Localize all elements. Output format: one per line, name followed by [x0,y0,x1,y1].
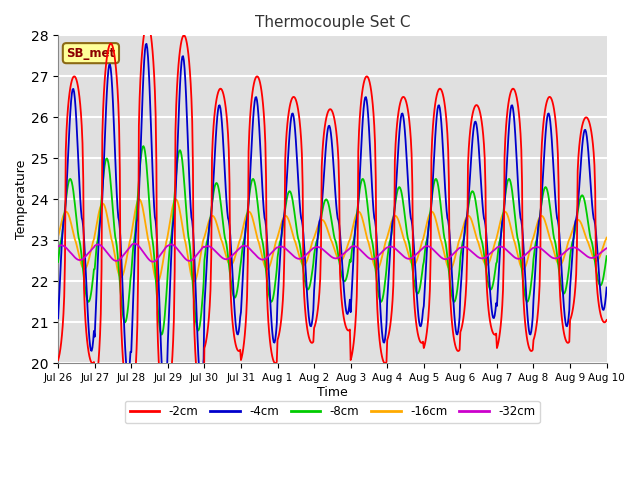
Text: SB_met: SB_met [67,47,115,60]
Legend: -2cm, -4cm, -8cm, -16cm, -32cm: -2cm, -4cm, -8cm, -16cm, -32cm [125,401,540,423]
Y-axis label: Temperature: Temperature [15,160,28,239]
X-axis label: Time: Time [317,386,348,399]
Title: Thermocouple Set C: Thermocouple Set C [255,15,410,30]
